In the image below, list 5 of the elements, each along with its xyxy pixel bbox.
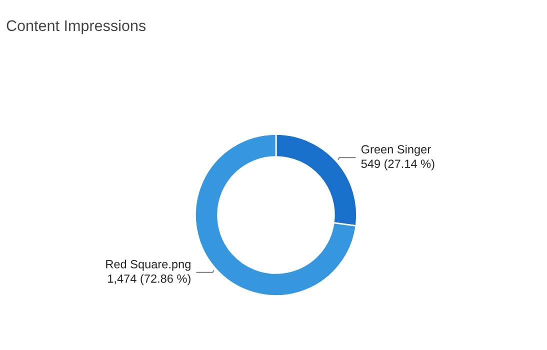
data-label: 1,474 (72.86 %) (108, 274, 190, 286)
slice-label: Red Square.png (106, 260, 190, 271)
slice-label: Green Singer (361, 144, 431, 156)
data-label: 549 (27.14 %) (361, 159, 434, 170)
chart-title: Content Impressions (6, 20, 146, 34)
